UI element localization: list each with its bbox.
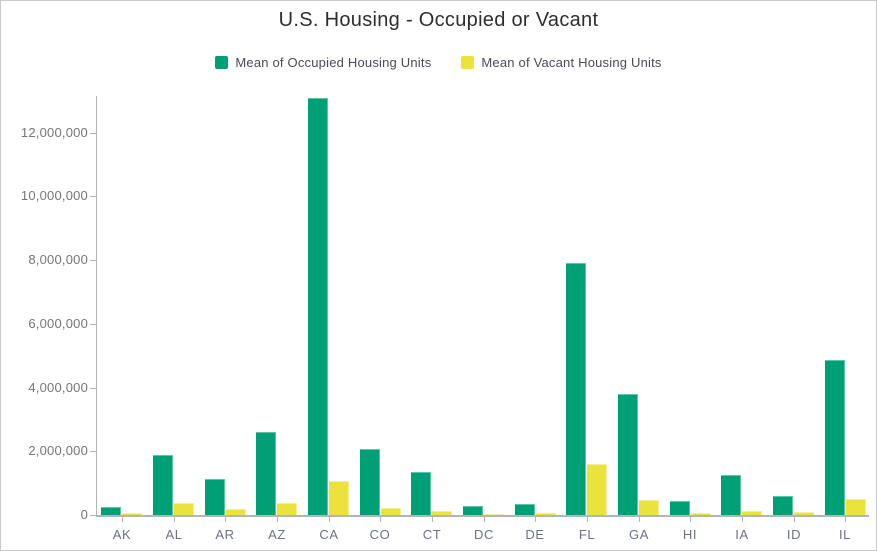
bar-occupied-ct[interactable]: [411, 471, 431, 515]
y-axis-tick: [90, 133, 96, 134]
bar-occupied-hi[interactable]: [670, 500, 690, 515]
bar-vacant-id[interactable]: [794, 512, 814, 515]
x-axis-label: GA: [629, 527, 649, 542]
bar-occupied-co[interactable]: [360, 448, 380, 515]
bar-occupied-ga[interactable]: [618, 393, 638, 515]
y-axis-label: 10,000,000: [20, 188, 88, 203]
y-axis-label: 8,000,000: [28, 252, 88, 267]
y-axis-label: 0: [80, 507, 88, 522]
bar-occupied-ar[interactable]: [205, 478, 225, 515]
x-axis-label: FL: [578, 527, 596, 542]
y-axis-tick: [90, 515, 96, 516]
x-axis-label: CT: [422, 527, 442, 542]
x-axis-label: AK: [112, 527, 132, 542]
x-axis-label: IA: [735, 527, 749, 542]
x-axis-tick: [794, 517, 795, 522]
x-axis-label: AL: [165, 527, 183, 542]
legend-item-occupied[interactable]: Mean of Occupied Housing Units: [215, 55, 431, 70]
legend-swatch-vacant-icon: [461, 56, 475, 69]
y-axis-tick: [90, 260, 96, 261]
bar-occupied-ca[interactable]: [308, 97, 328, 515]
bar-occupied-al[interactable]: [153, 455, 173, 515]
x-axis-tick: [329, 517, 330, 522]
x-axis-label: CO: [369, 527, 391, 542]
bar-occupied-id[interactable]: [773, 495, 793, 515]
x-axis-tick: [122, 517, 123, 522]
x-axis-tick: [380, 517, 381, 522]
chart-title: U.S. Housing - Occupied or Vacant: [278, 9, 599, 31]
bar-occupied-il[interactable]: [825, 359, 845, 515]
bar-occupied-az[interactable]: [256, 432, 276, 515]
y-axis-label: 4,000,000: [28, 380, 88, 395]
bar-vacant-az[interactable]: [277, 503, 297, 515]
x-axis-tick: [225, 517, 226, 522]
x-axis-tick: [690, 517, 691, 522]
bar-vacant-al[interactable]: [174, 503, 194, 515]
x-axis-label: ID: [786, 527, 802, 542]
x-axis-label: DE: [525, 527, 545, 542]
x-axis-label: IL: [838, 527, 852, 542]
y-axis-tick: [90, 388, 96, 389]
legend-swatch-occupied-icon: [215, 56, 229, 69]
y-axis-tick: [90, 196, 96, 197]
bar-occupied-ia[interactable]: [721, 475, 741, 515]
y-axis-label: 6,000,000: [28, 316, 88, 331]
bar-vacant-co[interactable]: [381, 508, 401, 515]
bar-vacant-ia[interactable]: [742, 510, 762, 515]
x-axis-tick: [742, 517, 743, 522]
bar-vacant-de[interactable]: [536, 513, 556, 515]
x-axis-label: DC: [474, 527, 494, 542]
bar-vacant-ar[interactable]: [226, 509, 246, 515]
x-axis-tick: [484, 517, 485, 522]
y-axis-label: 12,000,000: [20, 125, 88, 140]
y-axis-tick: [90, 451, 96, 452]
legend: Mean of Occupied Housing Units Mean of V…: [1, 55, 876, 70]
y-axis-line: [96, 96, 97, 517]
bar-vacant-hi[interactable]: [691, 512, 711, 515]
bar-occupied-ak[interactable]: [101, 507, 121, 515]
legend-label-occupied: Mean of Occupied Housing Units: [235, 55, 432, 70]
x-axis-tick: [174, 517, 175, 522]
x-axis-tick: [845, 517, 846, 522]
legend-item-vacant[interactable]: Mean of Vacant Housing Units: [461, 55, 661, 70]
legend-label-vacant: Mean of Vacant Housing Units: [481, 55, 662, 70]
x-axis-label: AR: [215, 527, 235, 542]
x-axis-tick: [432, 517, 433, 522]
bar-occupied-de[interactable]: [515, 503, 535, 515]
x-axis-label: AZ: [268, 527, 286, 542]
bar-occupied-dc[interactable]: [463, 506, 483, 515]
bar-vacant-ga[interactable]: [639, 500, 659, 515]
y-axis-tick: [90, 324, 96, 325]
x-axis-tick: [639, 517, 640, 522]
bar-vacant-fl[interactable]: [587, 464, 607, 515]
x-axis-tick: [587, 517, 588, 522]
bar-vacant-dc[interactable]: [484, 514, 504, 515]
bar-occupied-fl[interactable]: [566, 262, 586, 515]
bar-vacant-il[interactable]: [846, 499, 866, 515]
bar-vacant-ca[interactable]: [329, 480, 349, 515]
x-axis-label: CA: [319, 527, 339, 542]
x-axis-label: HI: [682, 527, 698, 542]
x-axis-tick: [277, 517, 278, 522]
bar-vacant-ct[interactable]: [432, 511, 452, 515]
x-axis-line: [96, 515, 869, 517]
x-axis-tick: [535, 517, 536, 522]
bar-vacant-ak[interactable]: [122, 513, 142, 515]
y-axis-label: 2,000,000: [28, 443, 88, 458]
